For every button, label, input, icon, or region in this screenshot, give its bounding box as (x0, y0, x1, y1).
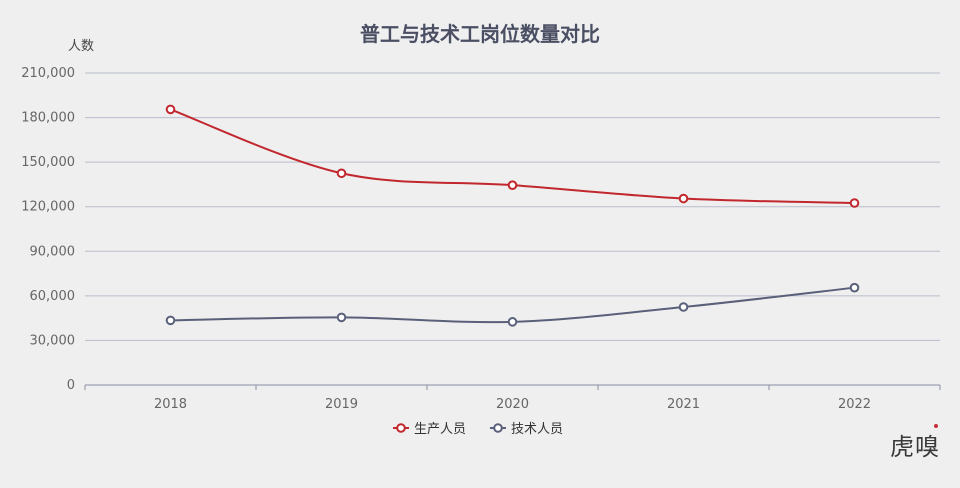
huxiu-watermark-logo: 虎嗅 (890, 424, 940, 462)
legend-swatch-marker (493, 423, 503, 433)
series-line-2 (170, 286, 855, 324)
data-point (336, 312, 347, 323)
watermark-red-dot (934, 424, 938, 428)
data-point (849, 198, 860, 208)
y-tick-label: 30,000 (30, 333, 76, 348)
y-tick-label: 180,000 (21, 111, 75, 126)
y-tick-label: 60,000 (30, 289, 76, 304)
x-tick-label: 2019 (325, 397, 358, 412)
x-tick-labels: 2018 2019 2020 2021 2022 (154, 397, 871, 412)
y-tick-label: 0 (67, 378, 75, 393)
y-tick-label: 210,000 (21, 66, 75, 81)
data-point (165, 104, 176, 115)
legend-swatch-marker (396, 423, 406, 433)
y-tick-label: 90,000 (30, 244, 76, 259)
data-point (507, 180, 518, 190)
legend-item[interactable]: 生产人员 (393, 422, 466, 437)
x-tick-label: 2018 (154, 397, 187, 412)
watermark-text: 虎嗅 (890, 433, 940, 461)
chart-title: 普工与技术工岗位数量对比 (360, 22, 600, 46)
data-point (849, 282, 860, 293)
data-point (678, 193, 689, 204)
y-axis-label: 人数 (68, 39, 94, 54)
x-tick-label: 2022 (838, 397, 871, 412)
x-tick-label: 2020 (496, 397, 529, 412)
data-point (507, 317, 518, 327)
x-tick-label: 2021 (667, 397, 700, 412)
legend-label: 生产人员 (414, 422, 466, 437)
legend-item[interactable]: 技术人员 (490, 422, 563, 437)
y-tick-labels: 0 30,000 60,000 90,000 120,000 150,000 180,000… (21, 66, 75, 393)
legend-label: 技术人员 (511, 422, 563, 437)
data-point (165, 315, 176, 326)
data-point (678, 302, 689, 312)
y-tick-label: 150,000 (21, 155, 75, 170)
legend: 生产人员 技术人员 (393, 422, 563, 437)
y-tick-label: 120,000 (21, 200, 75, 215)
series-lines (165, 104, 860, 327)
data-point (336, 168, 347, 179)
grid-lines (84, 72, 941, 390)
